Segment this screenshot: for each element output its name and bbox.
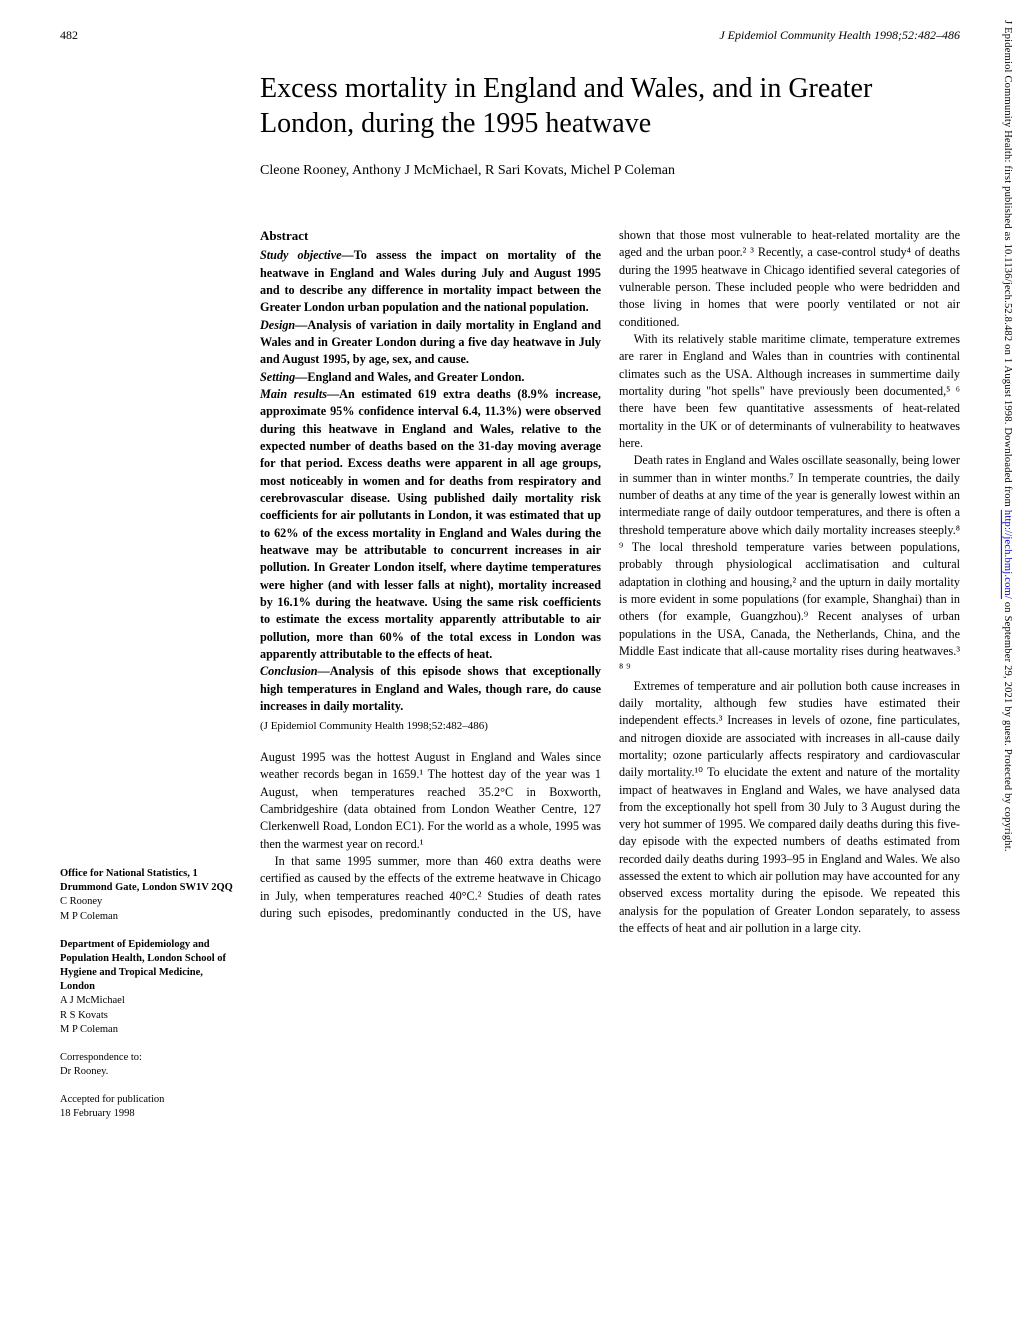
accepted-date: Accepted for publication 18 February 199… [60,1093,240,1121]
download-note-prefix: J Epidemiol Community Health: first publ… [1002,20,1013,510]
abstract-results: Main results—An estimated 619 extra deat… [260,386,601,663]
abstract-setting-text: England and Wales, and Greater London. [307,370,524,384]
abstract-objective-label: Study objective— [260,248,354,262]
download-note-link[interactable]: http://jech.bmj.com/ [1002,510,1013,599]
page-number: 482 [60,28,78,43]
abstract-setting: Setting—England and Wales, and Greater L… [260,369,601,386]
affiliation-1-heading: Office for National Statistics, 1 Drummo… [60,867,240,895]
abstract-results-label: Main results— [260,387,339,401]
affiliation-2: Department of Epidemiology and Populatio… [60,938,240,1037]
affiliations-sidebar: Office for National Statistics, 1 Drummo… [60,227,240,1136]
body-p5: Extremes of temperature and air pollutio… [619,678,960,938]
correspondence: Correspondence to: Dr Rooney. [60,1051,240,1079]
abstract-design: Design—Analysis of variation in daily mo… [260,317,601,369]
abstract-conclusion-label: Conclusion— [260,664,330,678]
abstract-design-text: Analysis of variation in daily mortality… [260,318,601,367]
affiliation-1: Office for National Statistics, 1 Drummo… [60,867,240,924]
abstract-objective: Study objective—To assess the impact on … [260,247,601,316]
download-note: J Epidemiol Community Health: first publ… [990,20,1014,1300]
authors: Cleone Rooney, Anthony J McMichael, R Sa… [260,163,960,179]
body-p1: August 1995 was the hottest August in En… [260,749,601,853]
article-title: Excess mortality in England and Wales, a… [260,71,960,141]
article-columns: Abstract Study objective—To assess the i… [260,227,960,1136]
affiliation-1-people: C Rooney M P Coleman [60,895,240,923]
abstract-citation: (J Epidemiol Community Health 1998;52:48… [260,719,601,735]
abstract-heading: Abstract [260,227,601,245]
body-p4: Death rates in England and Wales oscilla… [619,452,960,677]
download-note-suffix: on September 29, 2021 by guest. Protecte… [1002,599,1013,852]
affiliation-2-people: A J McMichael R S Kovats M P Coleman [60,994,240,1037]
abstract-conclusion: Conclusion—Analysis of this episode show… [260,663,601,715]
body-p3: With its relatively stable maritime clim… [619,331,960,452]
page-header: 482 J Epidemiol Community Health 1998;52… [60,28,960,43]
affiliation-2-heading: Department of Epidemiology and Populatio… [60,938,240,995]
main-content: Office for National Statistics, 1 Drummo… [60,227,960,1136]
abstract-setting-label: Setting— [260,370,307,384]
abstract-design-label: Design— [260,318,307,332]
journal-ref: J Epidemiol Community Health 1998;52:482… [719,28,960,43]
abstract-results-text: An estimated 619 extra deaths (8.9% incr… [260,387,601,661]
